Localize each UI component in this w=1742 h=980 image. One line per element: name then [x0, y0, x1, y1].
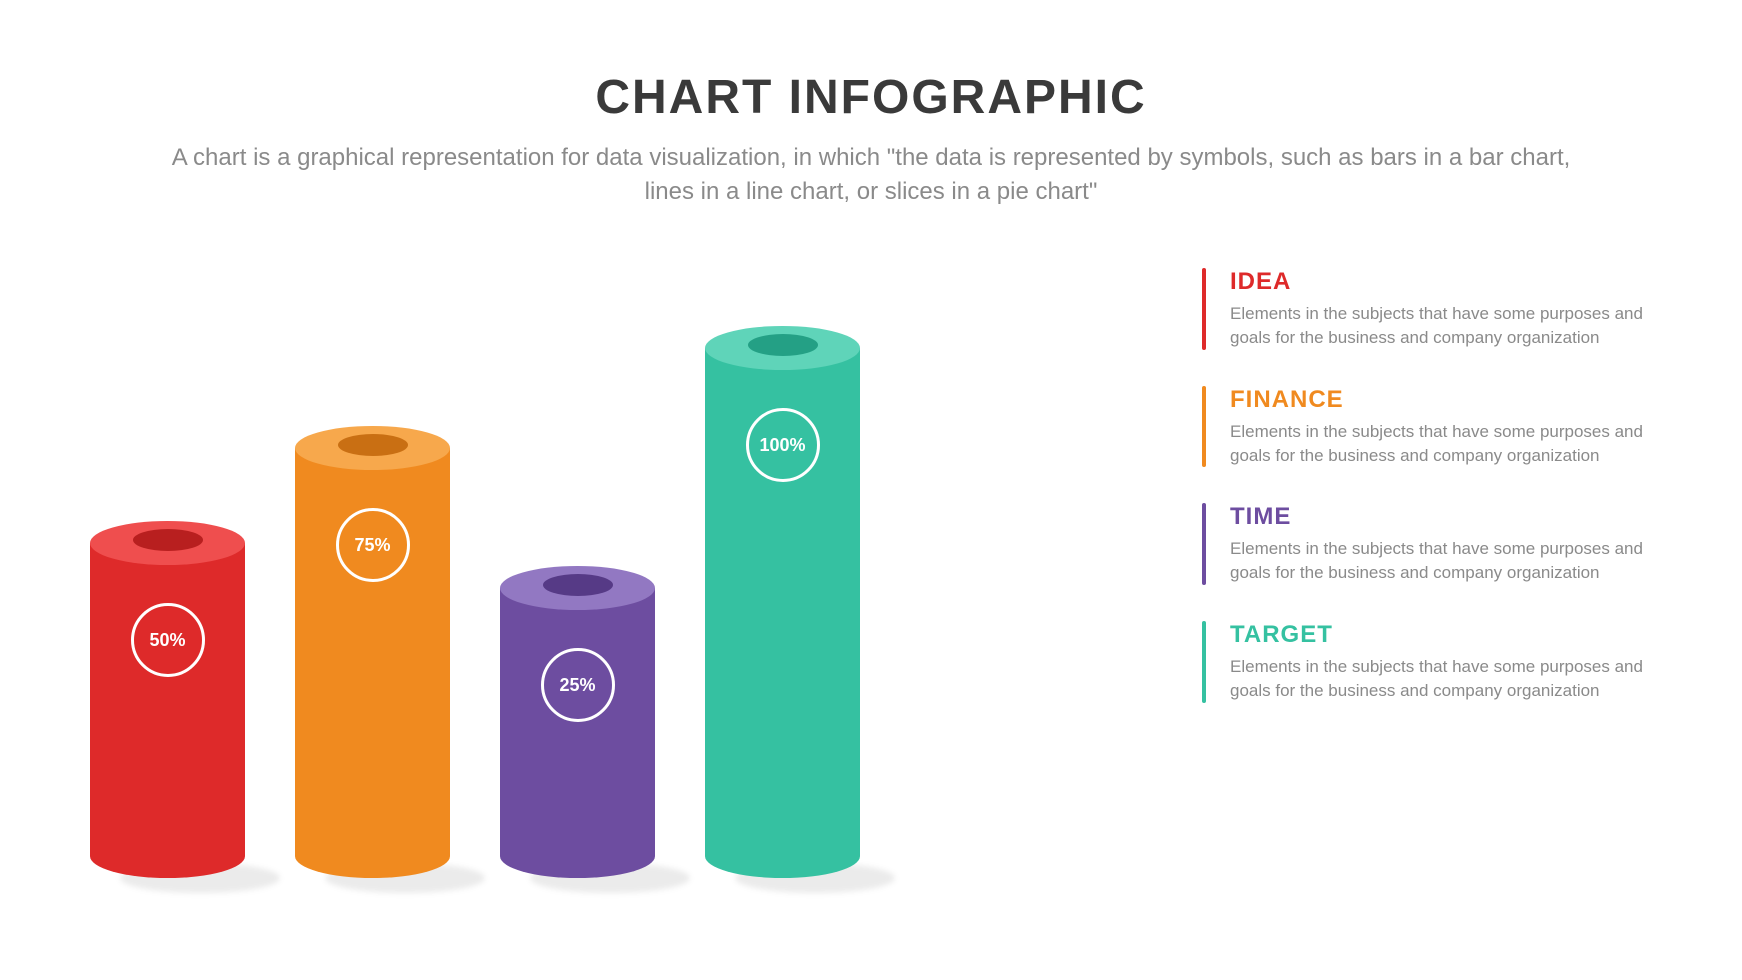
legend-text: IDEA Elements in the subjects that have s…: [1230, 268, 1652, 350]
legend-title: FINANCE: [1230, 386, 1652, 414]
page-title: CHART INFOGRAPHIC: [0, 70, 1742, 125]
cylinder-hole: [338, 434, 408, 456]
cylinder-3: 100%: [705, 348, 860, 878]
legend-description: Elements in the subjects that have some …: [1230, 420, 1652, 468]
header: CHART INFOGRAPHIC A chart is a graphical…: [0, 0, 1742, 208]
legend-color-bar: [1202, 621, 1206, 703]
percent-badge: 75%: [336, 508, 410, 582]
legend-color-bar: [1202, 386, 1206, 468]
cylinder-2: 25%: [500, 588, 655, 878]
legend-item-2: TIME Elements in the subjects that have s…: [1202, 503, 1652, 585]
cylinder-hole: [543, 574, 613, 596]
page-subtitle: A chart is a graphical representation fo…: [171, 141, 1571, 208]
legend-title: TARGET: [1230, 621, 1652, 649]
legend-text: FINANCE Elements in the subjects that hav…: [1230, 386, 1652, 468]
legend-item-0: IDEA Elements in the subjects that have s…: [1202, 268, 1652, 350]
legend-text: TIME Elements in the subjects that have s…: [1230, 503, 1652, 585]
cylinder-body: 75%: [295, 448, 450, 878]
legend-item-3: TARGET Elements in the subjects that have…: [1202, 621, 1652, 703]
percent-badge: 100%: [746, 408, 820, 482]
content-row: 50% 75% 25% 100% IDEA Elements in the subjec…: [0, 208, 1742, 908]
legend-description: Elements in the subjects that have some …: [1230, 302, 1652, 350]
legend-color-bar: [1202, 268, 1206, 350]
legend-description: Elements in the subjects that have some …: [1230, 655, 1652, 703]
percent-badge: 50%: [131, 603, 205, 677]
legend: IDEA Elements in the subjects that have s…: [1132, 248, 1652, 702]
legend-title: TIME: [1230, 503, 1652, 531]
cylinder-hole: [748, 334, 818, 356]
legend-title: IDEA: [1230, 268, 1652, 296]
percent-badge: 25%: [541, 648, 615, 722]
legend-description: Elements in the subjects that have some …: [1230, 537, 1652, 585]
legend-color-bar: [1202, 503, 1206, 585]
cylinder-1: 75%: [295, 448, 450, 878]
cylinder-body: 50%: [90, 543, 245, 878]
chart-area: 50% 75% 25% 100%: [90, 248, 1132, 908]
legend-item-1: FINANCE Elements in the subjects that hav…: [1202, 386, 1652, 468]
cylinder-hole: [133, 529, 203, 551]
cylinder-body: 25%: [500, 588, 655, 878]
legend-text: TARGET Elements in the subjects that have…: [1230, 621, 1652, 703]
cylinder-body: 100%: [705, 348, 860, 878]
cylinder-0: 50%: [90, 543, 245, 878]
